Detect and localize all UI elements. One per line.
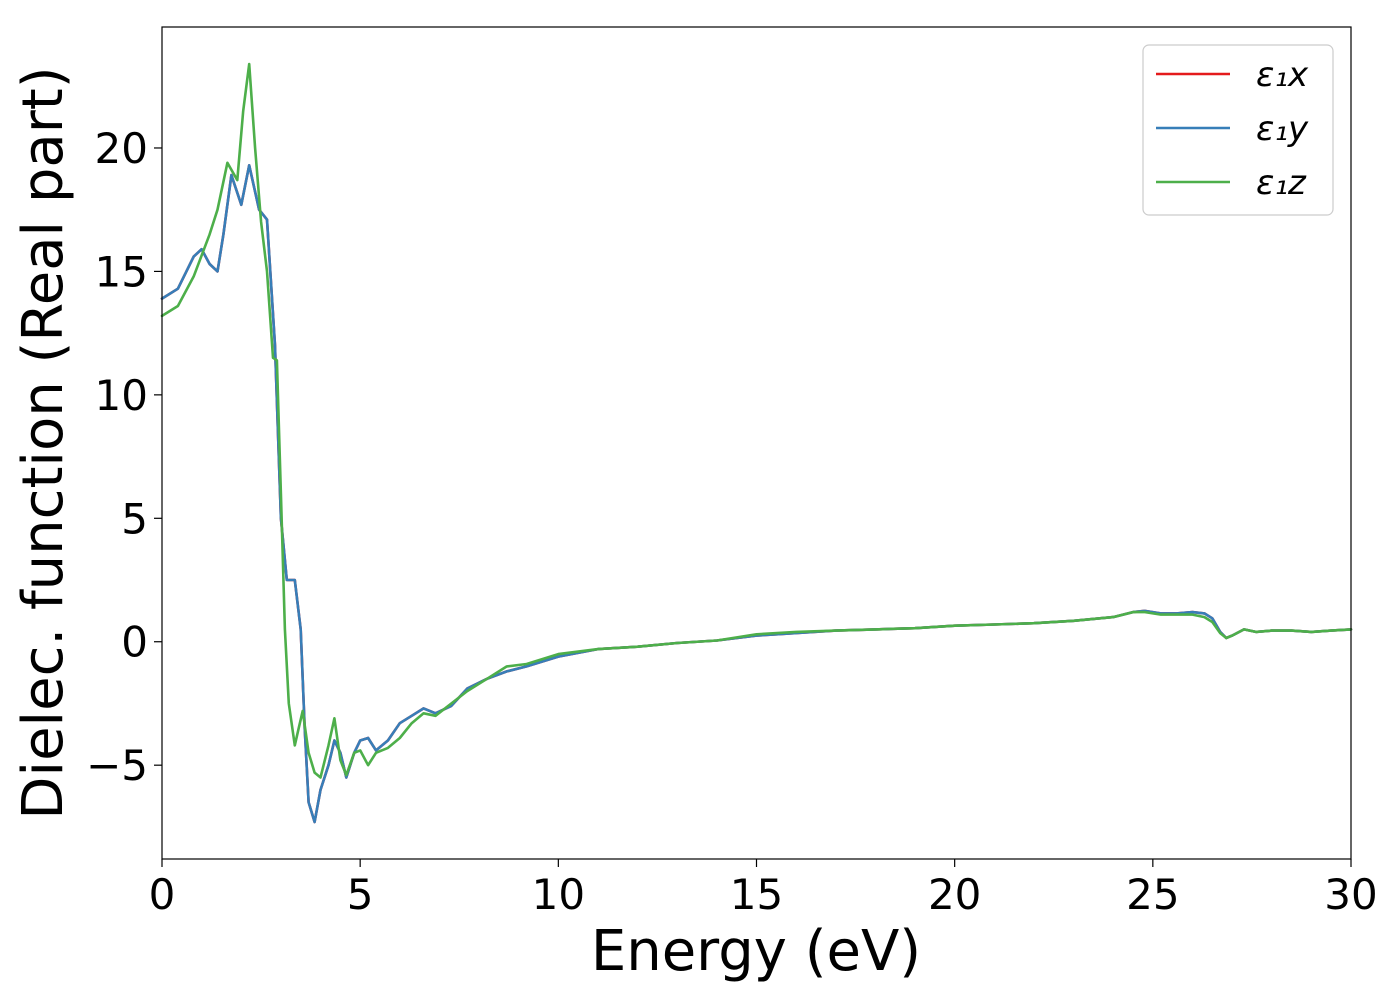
series-line-1 [160,164,1353,824]
x-tick-label: 15 [730,870,783,919]
series-line-2 [160,62,1353,779]
legend-label-0: ε₁x [1256,55,1309,95]
y-tick-label: 20 [95,124,148,173]
x-axis: 0 5 10 15 20 25 30 [149,859,1378,919]
legend-label-2: ε₁z [1256,163,1307,203]
legend: ε₁x ε₁y ε₁z [1142,44,1334,216]
y-tick-label: 0 [121,618,148,667]
y-tick-label: 5 [121,494,148,543]
x-tick-label: 5 [347,870,374,919]
x-tick-label: 25 [1126,870,1179,919]
series-lines [160,62,1353,824]
y-tick-label: 15 [95,247,148,296]
x-tick-label: 20 [928,870,981,919]
x-tick-label: 0 [149,870,176,919]
x-tick-label: 10 [532,870,585,919]
y-axis: −5 0 5 10 15 20 [86,124,162,790]
legend-label-1: ε₁y [1256,109,1309,149]
series-line-0 [160,164,1353,824]
y-axis-title: Dielec. function (Real part) [11,66,76,819]
legend-frame [1142,44,1334,216]
y-tick-label: −5 [86,741,148,790]
x-tick-label: 30 [1324,870,1377,919]
y-tick-label: 10 [95,371,148,420]
x-axis-title: Energy (eV) [591,919,921,984]
